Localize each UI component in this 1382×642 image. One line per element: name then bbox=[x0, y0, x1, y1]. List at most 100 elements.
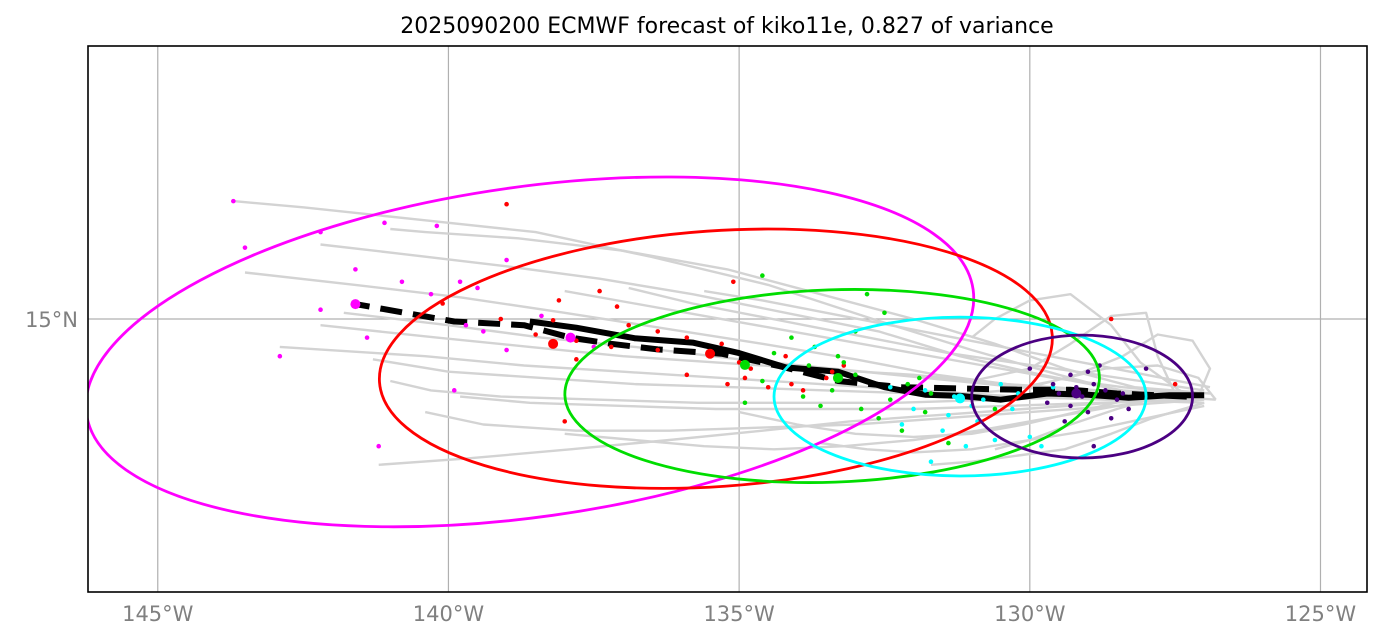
forecast-point-cyan bbox=[992, 437, 998, 443]
forecast-point-green bbox=[818, 403, 823, 409]
ensemble-track bbox=[628, 286, 1205, 392]
forecast-point-red bbox=[1172, 381, 1178, 387]
forecast-point-magenta bbox=[376, 443, 381, 449]
forecast-point-red bbox=[626, 322, 631, 328]
forecast-point-green bbox=[928, 391, 934, 396]
forecast-point-indigo bbox=[1108, 415, 1114, 421]
uncertainty-ellipse bbox=[563, 288, 1101, 484]
forecast-point-magenta bbox=[539, 313, 544, 319]
forecast-point-indigo bbox=[1143, 366, 1149, 371]
mean-track bbox=[529, 318, 1205, 403]
forecast-point-magenta bbox=[382, 220, 387, 226]
ensemble-track bbox=[738, 389, 1182, 439]
forecast-point-green bbox=[922, 409, 928, 415]
forecast-point-red bbox=[574, 357, 579, 362]
forecast-point-red bbox=[748, 366, 754, 371]
forecast-point-indigo bbox=[1044, 400, 1050, 406]
forecast-point-cyan bbox=[899, 422, 905, 427]
x-tick-label: 140°W bbox=[413, 602, 485, 626]
forecast-point-cyan bbox=[887, 384, 893, 390]
forecast-point-green bbox=[899, 428, 905, 433]
forecast-point-red bbox=[533, 332, 538, 337]
center-marker bbox=[832, 372, 843, 383]
uncertainty-ellipse bbox=[377, 227, 1054, 490]
uncertainty-ellipse bbox=[970, 333, 1194, 460]
forecast-point-red bbox=[655, 329, 661, 334]
forecast-point-cyan bbox=[1010, 406, 1015, 412]
x-tick-label: 130°W bbox=[994, 602, 1066, 626]
forecast-point-green bbox=[760, 273, 765, 278]
forecast-point-indigo bbox=[1103, 388, 1108, 393]
forecast-point-cyan bbox=[940, 428, 945, 433]
forecast-point-red bbox=[614, 304, 620, 309]
forecast-point-indigo bbox=[1126, 406, 1131, 412]
forecast-point-indigo bbox=[1050, 381, 1056, 387]
center-marker bbox=[955, 393, 966, 404]
forecast-point-red bbox=[684, 372, 690, 378]
forecast-point-red bbox=[498, 316, 504, 322]
dashed-track bbox=[354, 301, 1187, 400]
forecast-point-magenta bbox=[451, 388, 457, 393]
forecast-point-cyan bbox=[1027, 434, 1033, 440]
forecast-point-indigo bbox=[1120, 391, 1126, 396]
forecast-point-red bbox=[725, 381, 730, 387]
forecast-point-green bbox=[829, 388, 835, 393]
forecast-point-magenta bbox=[463, 322, 469, 328]
forecast-point-green bbox=[905, 381, 911, 387]
ensemble-track bbox=[459, 395, 1193, 411]
forecast-point-indigo bbox=[1062, 419, 1067, 424]
forecast-point-red bbox=[789, 381, 794, 387]
forecast-point-green bbox=[800, 394, 806, 399]
forecast-point-magenta bbox=[475, 285, 480, 291]
chart-title: 2025090200 ECMWF forecast of kiko11e, 0.… bbox=[400, 14, 1053, 39]
forecast-point-magenta bbox=[504, 257, 509, 263]
forecast-point-red bbox=[608, 344, 614, 350]
forecast-point-cyan bbox=[946, 412, 951, 418]
forecast-point-magenta bbox=[353, 267, 358, 272]
forecast-point-magenta bbox=[428, 291, 434, 297]
ensemble-track bbox=[564, 289, 1193, 395]
forecast-point-magenta bbox=[457, 279, 463, 285]
forecast-point-magenta bbox=[318, 307, 323, 312]
center-marker bbox=[739, 359, 750, 370]
forecast-point-red bbox=[574, 338, 579, 344]
forecast-point-green bbox=[835, 353, 841, 359]
forecast-point-red bbox=[742, 375, 748, 381]
forecast-point-red bbox=[655, 347, 661, 353]
forecast-point-cyan bbox=[981, 397, 986, 402]
forecast-point-green bbox=[876, 415, 881, 421]
forecast-point-cyan bbox=[998, 381, 1004, 387]
forecast-point-green bbox=[882, 310, 887, 316]
plot-area bbox=[88, 175, 1217, 529]
ensemble-track bbox=[390, 227, 1211, 395]
forecast-point-indigo bbox=[1079, 394, 1085, 399]
ensemble-track bbox=[994, 392, 1170, 451]
forecast-point-cyan bbox=[963, 443, 969, 449]
forecast-point-green bbox=[917, 375, 922, 381]
ensemble-track bbox=[343, 311, 1193, 398]
forecast-point-red bbox=[800, 388, 806, 393]
forecast-point-green bbox=[887, 397, 893, 402]
forecast-point-green bbox=[789, 335, 794, 340]
forecast-point-green bbox=[742, 400, 748, 406]
forecast-point-green bbox=[992, 406, 998, 412]
x-tick-label: 135°W bbox=[703, 602, 775, 626]
forecast-point-magenta bbox=[481, 329, 486, 334]
x-tick-label: 125°W bbox=[1285, 602, 1357, 626]
forecast-point-indigo bbox=[1074, 384, 1079, 390]
axis-ticks: 145°W 140°W 135°W 130°W 125°W 15°N bbox=[25, 308, 1356, 626]
forecast-point-cyan bbox=[922, 388, 928, 393]
forecast-point-magenta bbox=[277, 353, 283, 359]
forecast-point-red bbox=[731, 279, 736, 285]
forecast-point-green bbox=[858, 406, 864, 412]
forecast-point-indigo bbox=[1091, 443, 1097, 449]
forecast-point-red bbox=[562, 419, 568, 424]
forecast-point-magenta bbox=[231, 198, 236, 204]
ensemble-track bbox=[390, 379, 1187, 404]
forecast-point-cyan bbox=[911, 406, 916, 412]
forecast-point-indigo bbox=[1085, 369, 1091, 375]
forecast-point-red bbox=[783, 353, 788, 359]
forecast-point-red bbox=[684, 335, 690, 340]
forecast-point-magenta bbox=[242, 245, 248, 250]
